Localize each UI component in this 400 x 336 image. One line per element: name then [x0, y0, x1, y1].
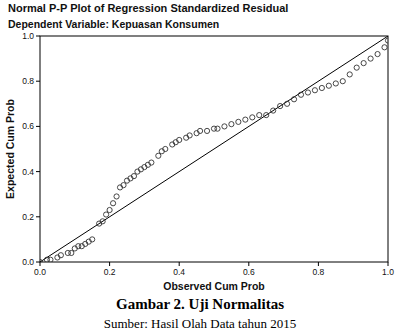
- x-tick-label: 1.0: [382, 267, 394, 277]
- x-tick: [318, 262, 319, 266]
- point: [340, 79, 345, 84]
- point: [284, 101, 289, 106]
- point: [222, 124, 227, 129]
- plot-area: [40, 36, 388, 262]
- point: [382, 45, 387, 50]
- point: [58, 253, 63, 258]
- x-tick-label: 0.2: [104, 267, 116, 277]
- point: [40, 259, 43, 262]
- y-tick-label: 0.8: [22, 76, 34, 86]
- y-tick: [36, 262, 40, 263]
- point: [149, 160, 154, 165]
- source: Sumber: Hasil Olah Data tahun 2015: [104, 316, 296, 331]
- point: [48, 257, 53, 262]
- x-tick-label: 0.6: [243, 267, 255, 277]
- point: [177, 137, 182, 142]
- point: [326, 83, 331, 88]
- point: [298, 92, 303, 97]
- point: [236, 119, 241, 124]
- point: [305, 90, 310, 95]
- x-tick: [40, 262, 41, 266]
- x-tick-label: 0.0: [34, 267, 46, 277]
- point: [131, 174, 136, 179]
- point: [361, 61, 366, 66]
- point: [385, 38, 388, 43]
- point: [229, 122, 234, 127]
- y-tick: [36, 126, 40, 127]
- y-tick-label: 0.0: [22, 257, 34, 267]
- point: [278, 103, 283, 108]
- point: [90, 237, 95, 242]
- x-tick: [179, 262, 180, 266]
- y-tick: [36, 171, 40, 172]
- point: [215, 126, 220, 131]
- y-tick: [36, 36, 40, 37]
- x-axis-label: Observed Cum Prob: [163, 280, 265, 292]
- point: [319, 85, 324, 90]
- y-tick-label: 0.2: [22, 212, 34, 222]
- x-tick: [109, 262, 110, 266]
- point: [347, 72, 352, 77]
- y-tick: [36, 216, 40, 217]
- point: [197, 128, 202, 133]
- y-tick-label: 0.6: [22, 121, 34, 131]
- y-tick: [36, 81, 40, 82]
- y-tick-label: 1.0: [22, 31, 34, 41]
- point: [368, 56, 373, 61]
- point: [271, 108, 276, 113]
- x-tick-label: 0.4: [173, 267, 185, 277]
- subtitle: Dependent Variable: Kepuasan Konsumen: [8, 18, 219, 30]
- reference-line: [40, 36, 388, 262]
- point: [375, 51, 380, 56]
- point: [110, 201, 115, 206]
- x-tick: [388, 262, 389, 266]
- point: [121, 183, 126, 188]
- x-tick-label: 0.8: [312, 267, 324, 277]
- y-tick-label: 0.4: [22, 167, 34, 177]
- point: [107, 207, 112, 212]
- point: [204, 128, 209, 133]
- plot-frame: [40, 36, 388, 262]
- point: [250, 115, 255, 120]
- point: [291, 97, 296, 102]
- point: [69, 250, 74, 255]
- point: [243, 117, 248, 122]
- point: [312, 88, 317, 93]
- y-axis-label: Expected Cum Prob: [4, 99, 16, 199]
- point: [104, 212, 109, 217]
- caption: Gambar 2. Uji Normalitas: [116, 296, 284, 312]
- x-tick: [248, 262, 249, 266]
- point: [264, 113, 269, 118]
- point: [333, 81, 338, 86]
- point: [163, 146, 168, 151]
- point: [114, 194, 119, 199]
- point: [257, 113, 262, 118]
- point: [156, 153, 161, 158]
- chart: Normal P-P Plot of Regression Standardiz…: [0, 0, 400, 336]
- point: [100, 219, 105, 224]
- title: Normal P-P Plot of Regression Standardiz…: [8, 2, 288, 14]
- point: [354, 65, 359, 70]
- point: [187, 133, 192, 138]
